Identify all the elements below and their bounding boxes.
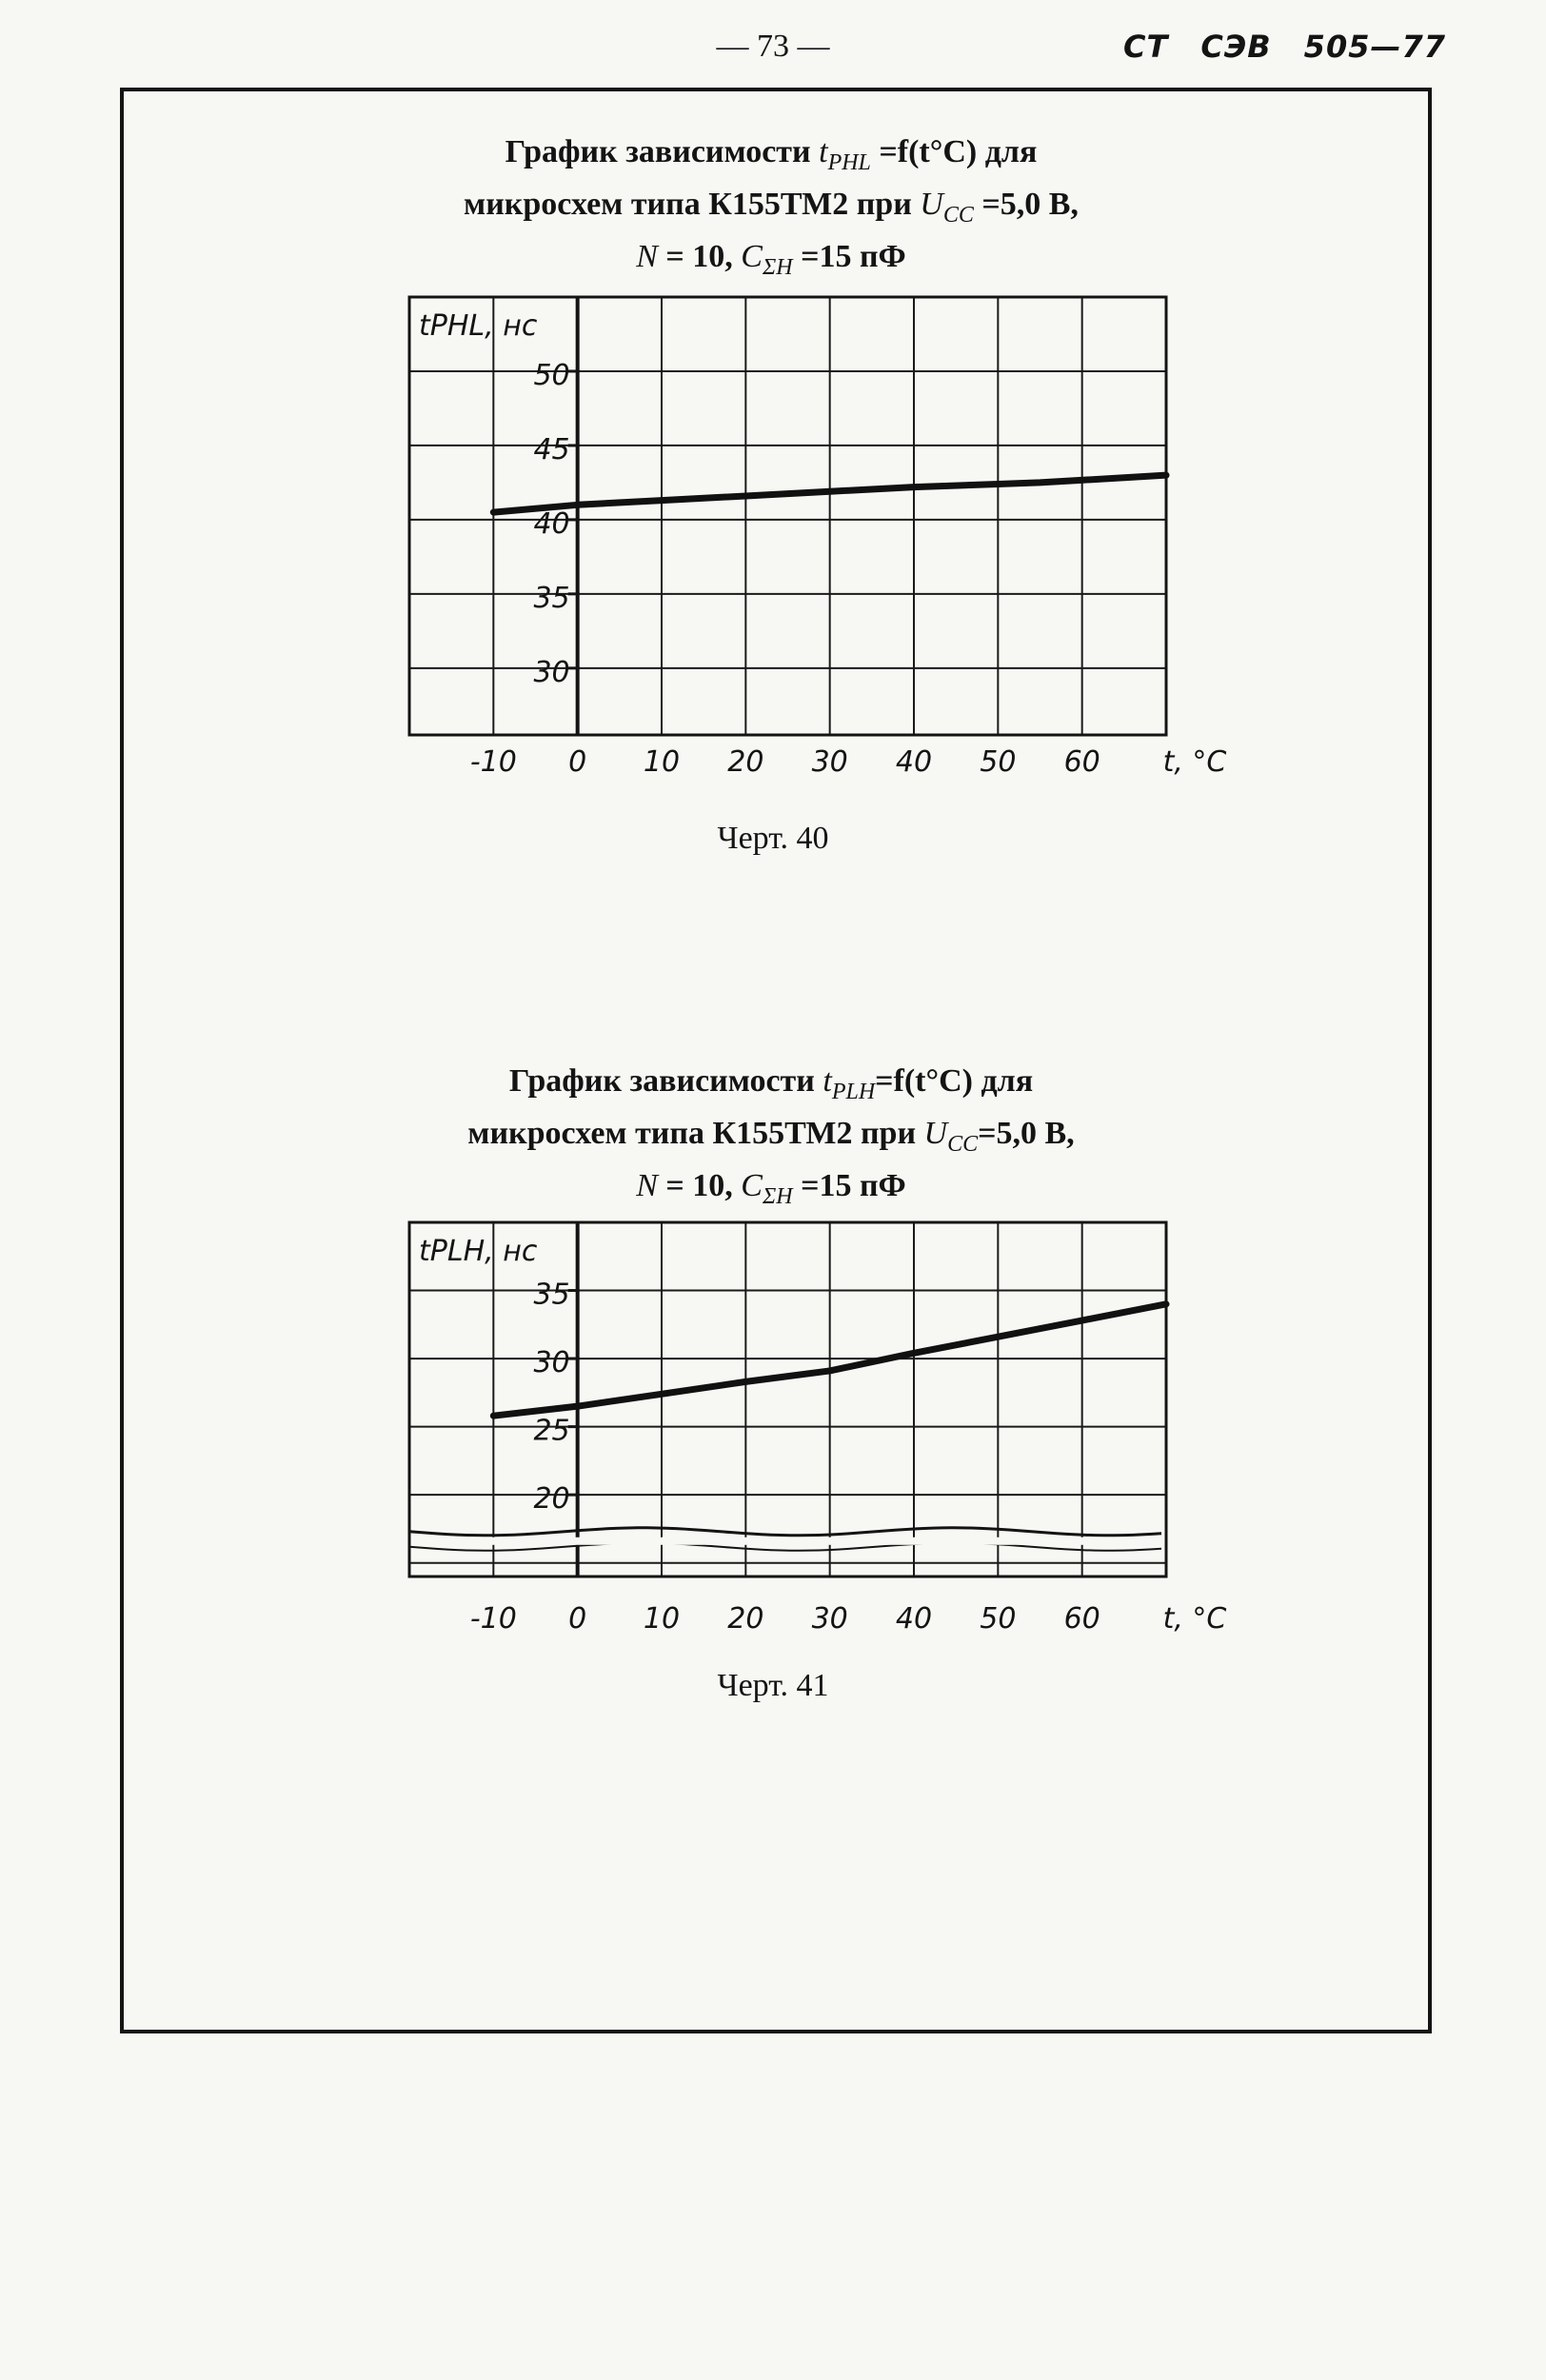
x-tick-label: 50 [980, 745, 1016, 779]
y-tick-label: 35 [533, 582, 569, 615]
chart-tplh: 35 30 25 20 tPLH, нс -10 0 10 20 30 40 50 60 t, °C [407, 1220, 1226, 1636]
title-line: N = 10, CΣH =15 пФ [636, 1167, 906, 1209]
x-tick-label: -10 [470, 1602, 517, 1636]
x-tick-label: -10 [470, 745, 517, 779]
chart-tphl: 50 45 40 35 30 tPHL, нс -10 0 10 20 30 40 50 60 t, °C [407, 295, 1226, 779]
x-tick-label: 10 [644, 1602, 680, 1636]
x-tick-label: 40 [896, 1602, 932, 1636]
x-tick-label: 40 [896, 745, 932, 779]
frame-top-rule [120, 88, 1430, 91]
title-line: микросхем типа К155ТМ2 при UCC =5,0 В, [464, 186, 1079, 228]
y-tick-label: 25 [533, 1415, 569, 1448]
y-tick-label: 30 [533, 656, 569, 689]
x-tick-label: 30 [812, 745, 848, 779]
x-tick-label: 30 [812, 1602, 848, 1636]
series-line [489, 1300, 1170, 1419]
y-tick-label: 40 [533, 507, 569, 541]
y-tick-label: 35 [533, 1279, 569, 1312]
axis-break-gap [411, 1537, 1164, 1545]
frame-bottom-rule [120, 2030, 1432, 2033]
x-axis-label: t, °C [1163, 745, 1227, 779]
series-line [489, 471, 1170, 516]
standard-part: 505—77 [1303, 29, 1446, 65]
standard-part: СТ [1123, 29, 1169, 65]
axis-break-line [408, 1526, 1162, 1537]
title-line: N = 10, CΣH =15 пФ [636, 238, 906, 280]
x-tick-label: 60 [1064, 1602, 1100, 1636]
y-tick-label: 20 [533, 1482, 569, 1516]
x-tick-label: 20 [727, 745, 763, 779]
title-line: микросхем типа К155ТМ2 при UCC=5,0 В, [467, 1115, 1075, 1157]
y-tick-label: 50 [533, 359, 569, 392]
y-axis-label: tPHL, нс [419, 309, 538, 343]
y-tick-label: 45 [533, 433, 569, 466]
chart-title: График зависимости tPHL =f(t°C) для микр… [362, 131, 1180, 288]
title-line: График зависимости tPHL =f(t°C) для [505, 134, 1038, 175]
chart-title: График зависимости tPLH=f(t°C) для микро… [362, 1061, 1180, 1217]
title-line: График зависимости tPLH=f(t°C) для [508, 1063, 1034, 1104]
y-tick-label: 30 [533, 1346, 569, 1379]
figure-caption: Черт. 41 [717, 1668, 829, 1703]
axis-break-line [408, 1541, 1162, 1552]
x-tick-label: 0 [568, 745, 586, 779]
x-tick-label: 10 [644, 745, 680, 779]
plot-frame [407, 295, 1168, 737]
page-number: — 73 — [716, 29, 830, 64]
y-axis-label: tPLH, нс [419, 1235, 538, 1268]
plot-frame [407, 1220, 1168, 1578]
x-tick-label: 20 [727, 1602, 763, 1636]
x-tick-label: 0 [568, 1602, 586, 1636]
frame-right-rule [1428, 88, 1432, 2033]
standard-designation: СТ СЭВ 505—77 [1123, 29, 1446, 65]
x-axis-label: t, °C [1163, 1602, 1227, 1636]
frame-left-rule [120, 88, 124, 2033]
x-tick-label: 50 [980, 1602, 1016, 1636]
standard-part: СЭВ [1200, 29, 1272, 65]
figure-caption: Черт. 40 [717, 821, 829, 856]
x-tick-label: 60 [1064, 745, 1100, 779]
